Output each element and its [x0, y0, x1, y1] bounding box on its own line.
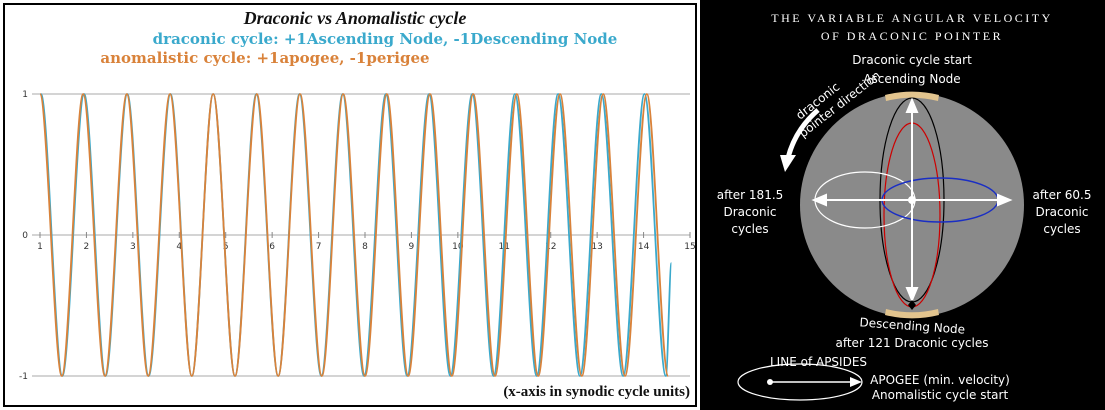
x-tick-label: 8 [362, 242, 368, 252]
apsides-label: LINE of APSIDES [770, 355, 867, 369]
apogee-label: APOGEE (min. velocity) [870, 373, 1010, 387]
y-tick-label: 0 [22, 231, 28, 241]
diagram-title: THE VARIABLE ANGULAR VELOCITY [771, 11, 1053, 25]
x-tick-label: 6 [269, 242, 275, 252]
right-label: Draconic [1035, 205, 1088, 219]
left-label: after 181.5 [717, 188, 784, 202]
x-axis-label: (x-axis in synodic cycle units) [503, 384, 690, 400]
legend-entry: anomalistic cycle: +1apogee, -1perigee [100, 49, 429, 67]
right-label: after 60.5 [1033, 188, 1092, 202]
x-tick-label: 3 [130, 242, 136, 252]
legend-entry: draconic cycle: +1Ascending Node, -1Desc… [153, 30, 618, 48]
figure: Draconic vs Anomalistic cycle (x-axis in… [0, 0, 1105, 410]
page: {"chart_data": {"type": "line", "title":… [0, 0, 1105, 410]
x-tick-label: 7 [316, 242, 322, 252]
left-label: cycles [731, 222, 768, 236]
y-tick-label: 1 [22, 90, 28, 100]
apsides-note: Anomalistic cycle start [872, 388, 1009, 402]
chart-title: Draconic vs Anomalistic cycle [243, 8, 467, 28]
diagram-title: OF DRACONIC POINTER [821, 29, 1003, 43]
x-tick-label: 14 [638, 242, 650, 252]
right-label: cycles [1043, 222, 1080, 236]
x-tick-label: 13 [591, 242, 602, 252]
x-tick-label: 2 [84, 242, 90, 252]
x-tick-label: 15 [684, 242, 695, 252]
x-tick-label: 1 [37, 242, 43, 252]
top-label: Draconic cycle start [852, 53, 972, 67]
x-tick-label: 9 [409, 242, 415, 252]
left-label: Draconic [723, 205, 776, 219]
y-tick-label: -1 [19, 372, 28, 382]
bottom-label: after 121 Draconic cycles [835, 336, 988, 350]
